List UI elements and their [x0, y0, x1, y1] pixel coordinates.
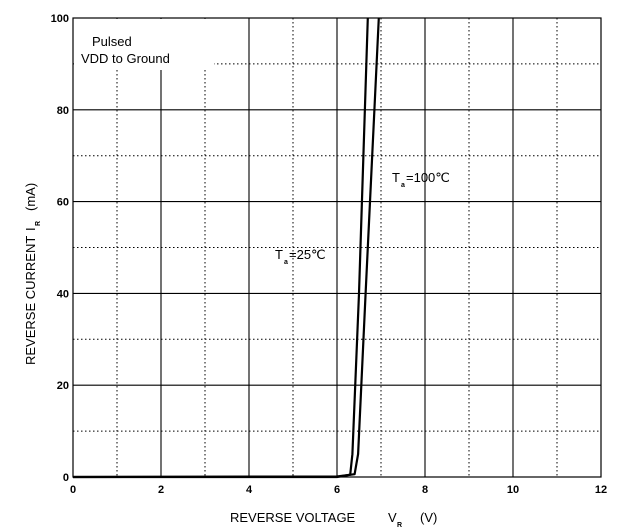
- y-axis-title-main: REVERSE CURRENT: [23, 236, 38, 365]
- y-axis-title-symbol: I: [23, 227, 38, 231]
- x-axis-title-unit: (V): [420, 510, 437, 525]
- annotation-pulsed: Pulsed: [92, 34, 132, 49]
- y-tick-label: 80: [57, 105, 69, 117]
- y-tick-label: 40: [57, 288, 69, 300]
- y-tick-labels: 0 20 40 60 80 100: [51, 13, 69, 484]
- series-label-100c-symbol: T: [392, 170, 400, 185]
- x-tick-label: 6: [334, 484, 340, 496]
- annotation-box: [74, 19, 214, 70]
- y-tick-label: 60: [57, 197, 69, 209]
- series-label-100c: T a =100℃: [392, 170, 450, 189]
- series-label-25c-symbol: T: [275, 247, 283, 262]
- x-axis-title-sub: R: [397, 522, 402, 528]
- series-label-25c-sub: a: [284, 259, 288, 266]
- major-grid: [73, 18, 601, 477]
- y-tick-label: 0: [63, 472, 69, 484]
- x-tick-label: 0: [70, 484, 76, 496]
- annotation-vdd: VDD to Ground: [81, 51, 170, 66]
- x-axis-title-main: REVERSE VOLTAGE: [230, 510, 356, 525]
- y-tick-label: 100: [51, 13, 69, 25]
- series-label-100c-rest: =100℃: [406, 170, 450, 185]
- y-axis-title-unit: (mA): [23, 183, 38, 211]
- series-layer: [72, 17, 380, 479]
- x-tick-label: 8: [422, 484, 428, 496]
- x-tick-labels: 0 2 4 6 8 10 12: [70, 484, 607, 496]
- x-tick-label: 12: [595, 484, 607, 496]
- series-label-25c: T a =25℃: [275, 247, 326, 266]
- x-axis-title-symbol: V: [388, 510, 397, 525]
- x-tick-label: 4: [246, 484, 253, 496]
- series-line-100c: [72, 17, 380, 479]
- x-axis-title: REVERSE VOLTAGE V R (V): [230, 510, 437, 528]
- y-tick-label: 20: [57, 380, 69, 392]
- x-tick-label: 2: [158, 484, 164, 496]
- series-label-25c-rest: =25℃: [289, 247, 326, 262]
- y-axis-title: REVERSE CURRENT I R (mA): [23, 183, 42, 365]
- y-axis-title-sub: R: [35, 221, 42, 226]
- x-tick-label: 10: [507, 484, 519, 496]
- series-label-100c-sub: a: [401, 182, 405, 189]
